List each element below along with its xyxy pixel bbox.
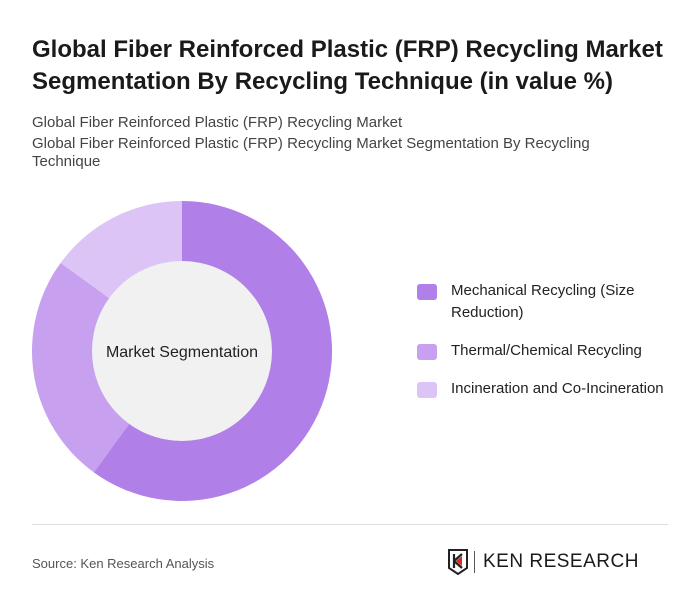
- legend-item-thermal-chemical: Thermal/Chemical Recycling: [417, 340, 677, 362]
- legend-label: Mechanical Recycling (Size Reduction): [451, 282, 635, 321]
- legend-item-mechanical: Mechanical Recycling (Size Reduction): [417, 280, 677, 324]
- subtitle-segmentation: Global Fiber Reinforced Plastic (FRP) Re…: [32, 135, 590, 170]
- legend-label: Thermal/Chemical Recycling: [451, 342, 642, 359]
- divider: [32, 524, 668, 525]
- subtitle-market: Global Fiber Reinforced Plastic (FRP) Re…: [32, 114, 403, 131]
- legend-item-incineration: Incineration and Co-Incineration: [417, 378, 677, 400]
- center-label: Market Segmentation: [106, 344, 258, 361]
- legend-swatch: [417, 382, 437, 398]
- legend-swatch: [417, 284, 437, 300]
- legend: Mechanical Recycling (Size Reduction) Th…: [417, 280, 677, 416]
- donut-center: [92, 261, 272, 441]
- ken-research-logo-icon: [448, 549, 468, 575]
- legend-swatch: [417, 344, 437, 360]
- source-note: Source: Ken Research Analysis: [32, 556, 215, 571]
- donut-chart: Market Segmentation: [32, 201, 332, 501]
- chart-title: Global Fiber Reinforced Plastic (FRP) Re…: [32, 36, 663, 95]
- ken-research-logo: KEN RESEARCH: [448, 549, 639, 575]
- logo-separator: [474, 551, 475, 573]
- legend-label: Incineration and Co-Incineration: [451, 380, 664, 397]
- logo-text: KEN RESEARCH: [483, 551, 639, 572]
